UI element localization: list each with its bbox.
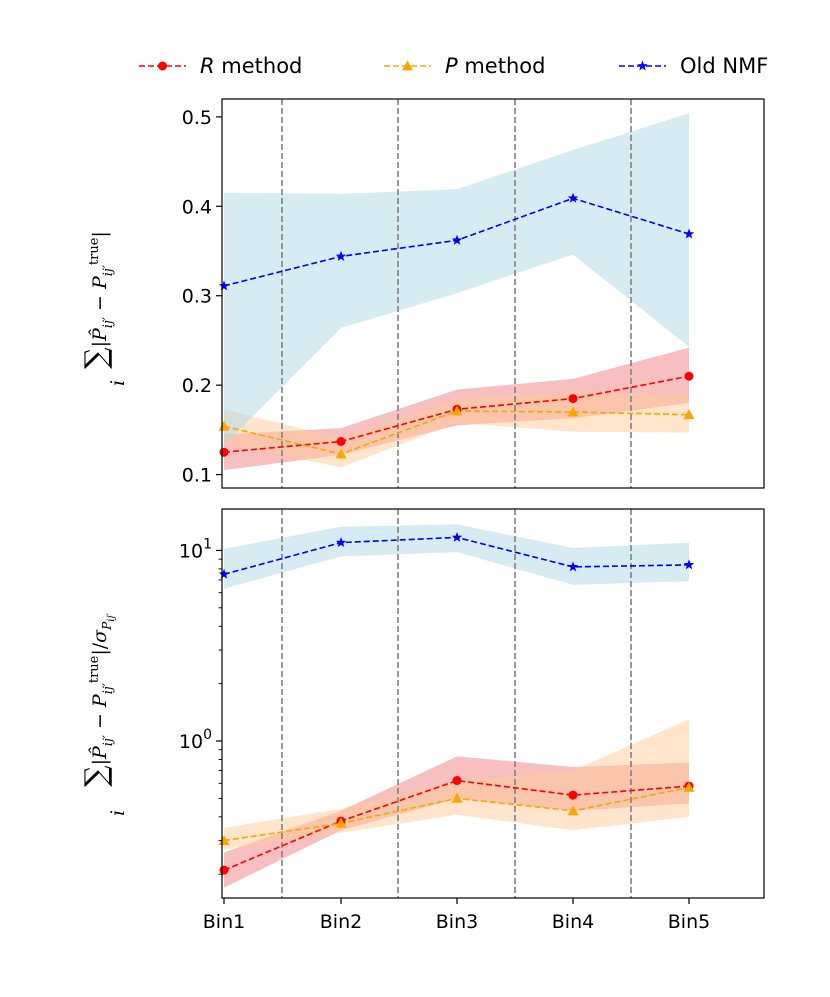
bottom-panel-frame (221, 508, 765, 899)
top-point-r-method-bin2 (336, 436, 346, 446)
top-ytick-label-1: 0.2 (182, 375, 212, 397)
xtick-label-bin5: Bin5 (668, 911, 710, 933)
top-point-old-nmf-bin1 (218, 280, 230, 291)
top-point-p-method-bin1 (218, 420, 230, 431)
svg-text:i: i (107, 810, 129, 816)
top-point-r-method-bin5 (684, 371, 694, 381)
bottom-point-r-method-bin3 (452, 776, 462, 786)
top-band-p-method (224, 392, 689, 468)
top-point-old-nmf-bin3 (451, 234, 463, 245)
svg-text:∑|P̂ij′ − Pij′true|/σPij′: ∑|P̂ij′ − Pij′true|/σPij′ (79, 612, 117, 786)
bottom-point-old-nmf-bin1 (218, 568, 230, 579)
legend-label-r-method: R method (200, 54, 302, 78)
top-panel-frame (221, 98, 765, 489)
bottom-point-p-method-bin1 (218, 835, 230, 846)
bottom-point-old-nmf-bin4 (567, 561, 579, 572)
bottom-ytick-label-0: 100 (179, 727, 212, 753)
bottom-point-p-method-bin4 (567, 805, 579, 816)
top-point-r-method-bin1 (219, 447, 229, 457)
bottom-point-p-method-bin3 (451, 792, 463, 803)
top-point-old-nmf-bin4 (567, 192, 579, 203)
legend-item-p-method: P method (384, 54, 545, 78)
svg-text:i: i (107, 380, 129, 386)
bottom-ytick-label-1: 101 (179, 536, 212, 562)
top-point-old-nmf-bin2 (335, 250, 347, 261)
bottom-y-axis-label: ∑|P̂ij′ − Pij′true|/σPij′ i (79, 612, 129, 816)
bottom-point-p-method-bin5 (683, 782, 695, 792)
legend-marker-p-method (402, 60, 413, 71)
bottom-point-old-nmf-bin5 (683, 559, 695, 570)
legend: R method P method Old NMF (139, 54, 768, 78)
top-ytick-label-3: 0.4 (182, 196, 212, 218)
bottom-point-r-method-bin4 (568, 790, 578, 800)
xtick-label-bin4: Bin4 (552, 911, 594, 933)
top-point-p-method-bin5 (683, 409, 695, 420)
top-ytick-label-2: 0.3 (182, 286, 212, 308)
xtick-label-bin3: Bin3 (436, 911, 478, 933)
xtick-label-bin2: Bin2 (320, 911, 362, 933)
top-y-axis-label: ∑|P̂ij′ − Pij′true| i (79, 231, 129, 386)
bottom-point-p-method-bin2 (335, 817, 347, 828)
legend-marker-old-nmf (637, 60, 648, 71)
svg-text:∑|P̂ij′ − Pij′true|: ∑|P̂ij′ − Pij′true| (79, 231, 116, 369)
legend-item-old-nmf: Old NMF (619, 54, 768, 78)
top-point-r-method-bin4 (568, 394, 578, 404)
bottom-point-r-method-bin1 (219, 865, 229, 875)
top-ytick-label-0: 0.1 (182, 465, 212, 487)
legend-item-r-method: R method (139, 54, 302, 78)
xtick-label-bin1: Bin1 (203, 911, 245, 933)
legend-marker-r-method (158, 61, 167, 71)
top-panel: 0.1 0.2 0.3 0.4 0.5 (182, 98, 765, 489)
bottom-point-old-nmf-bin3 (451, 531, 463, 542)
legend-label-p-method: P method (445, 54, 545, 78)
bottom-line-r-method (223, 779, 690, 871)
bottom-panel: 100 101 Bin1 Bin2 Bin3 Bin4 Bin5 (179, 508, 765, 933)
top-point-p-method-bin2 (335, 448, 347, 459)
top-point-p-method-bin4 (567, 406, 579, 417)
top-point-old-nmf-bin5 (683, 228, 695, 239)
top-point-p-method-bin3 (451, 405, 463, 416)
legend-label-old-nmf: Old NMF (680, 54, 768, 78)
top-ytick-label-4: 0.5 (182, 107, 212, 129)
bottom-point-old-nmf-bin2 (335, 537, 347, 547)
